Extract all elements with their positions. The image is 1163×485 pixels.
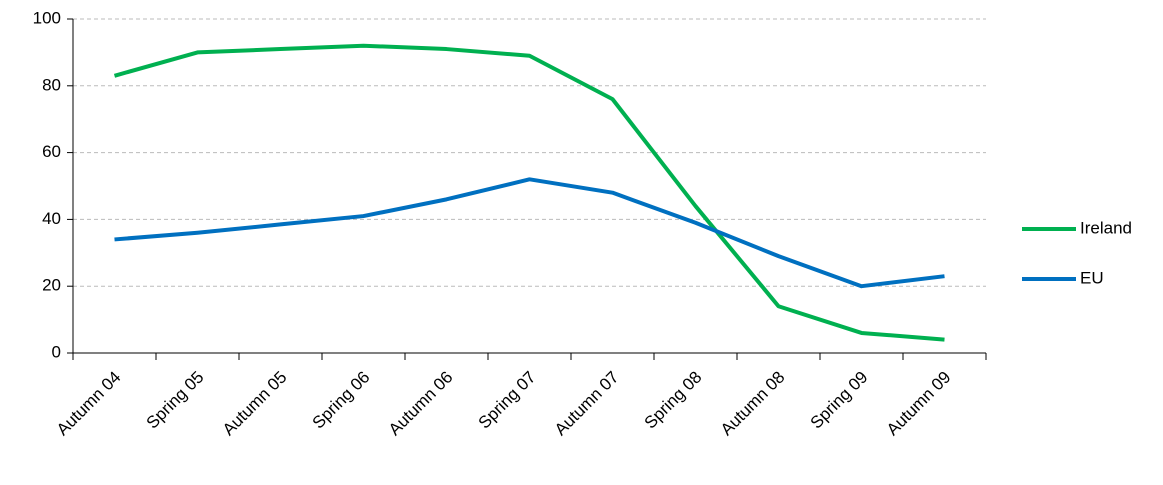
y-tick-label: 20 [42,276,61,295]
x-tick-label: Autumn 04 [53,368,125,440]
y-tick-label: 80 [42,75,61,94]
x-tick-label: Spring 05 [143,368,208,433]
x-tick-label: Autumn 07 [551,368,623,440]
y-tick-label: 100 [33,8,61,27]
y-tick-label: 60 [42,142,61,161]
legend-label: Ireland [1080,218,1132,237]
x-tick-label: Spring 07 [475,368,540,433]
x-tick-label: Autumn 09 [883,368,955,440]
y-tick-label: 0 [52,342,61,361]
legend-label: EU [1080,268,1104,287]
line-series [114,177,945,289]
x-tick-label: Spring 06 [309,368,374,433]
x-tick-label: Spring 09 [807,368,872,433]
line-series [113,43,945,342]
x-tick-label: Autumn 05 [219,368,291,440]
x-tick-label: Autumn 08 [717,368,789,440]
y-tick-label: 40 [42,209,61,228]
x-tick-label: Autumn 06 [385,368,457,440]
x-tick-label: Spring 08 [641,368,706,433]
